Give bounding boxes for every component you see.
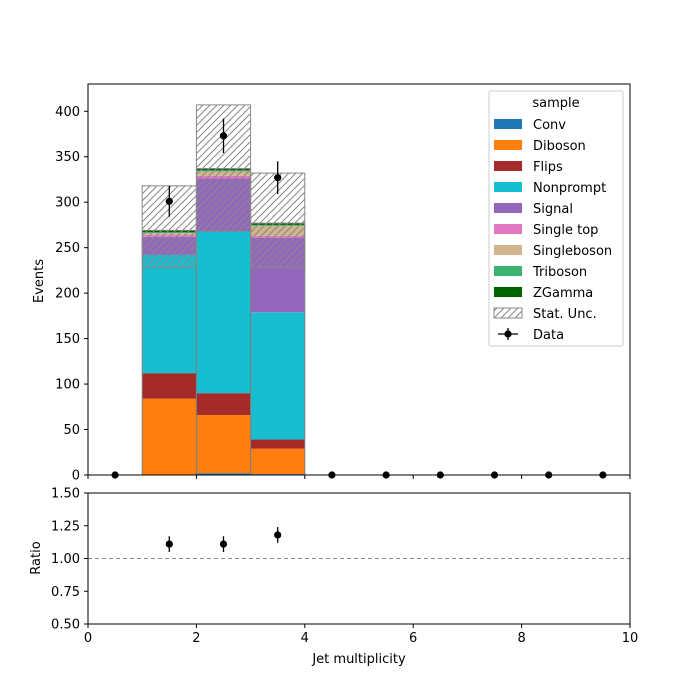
x-tick-label-0: 0 <box>84 631 92 646</box>
legend-swatch-flips <box>494 161 522 171</box>
legend-label-triboson: Triboson <box>532 265 587 280</box>
legend: sample Conv Diboson Flips Nonprompt Signal Si… <box>488 90 624 347</box>
ratio-x-ticks: 0 2 4 6 8 10 <box>84 624 638 646</box>
ratio-y-ticks: 0.50 0.75 1.00 1.25 1.50 <box>51 487 88 633</box>
legend-box <box>488 90 624 347</box>
main-y-axis-label: Events <box>32 259 47 303</box>
ratio-y-tick-label-1.50: 1.50 <box>51 487 80 502</box>
ratio-point-2 <box>274 531 282 539</box>
legend-swatch-single-top <box>494 224 522 234</box>
legend-data-marker <box>504 330 512 338</box>
x-tick-label-6: 6 <box>409 631 417 646</box>
ratio-plot-panel: 0.50 0.75 1.00 1.25 1.50 0 2 4 6 8 10 Ratio Jet m… <box>29 487 638 668</box>
x-tick-label-8: 8 <box>517 631 525 646</box>
bar-nonprompt-bin-1 <box>142 254 197 374</box>
main-x-ticks <box>87 475 631 479</box>
data-point-3 <box>274 174 282 182</box>
legend-swatch-diboson <box>494 140 522 150</box>
ratio-point-0 <box>165 540 173 548</box>
legend-swatch-nonprompt <box>494 182 522 192</box>
legend-label-single-top: Single top <box>533 223 598 238</box>
main-y-ticks: 0 50 100 150 200 250 300 350 400 <box>55 105 88 484</box>
main-axes-frame <box>87 83 631 476</box>
x-axis-label: Jet multiplicity <box>311 652 406 667</box>
main-y-tick-label-350: 350 <box>55 150 80 165</box>
ratio-points <box>165 527 282 552</box>
legend-label-zgamma: ZGamma <box>533 286 593 301</box>
ratio-y-axis-label: Ratio <box>29 541 44 574</box>
legend-title: sample <box>532 96 579 111</box>
data-point-2 <box>219 132 228 140</box>
x-tick-label-10: 10 <box>622 631 639 646</box>
bar-nonprompt-bin-3 <box>250 312 305 440</box>
legend-swatch-zgamma <box>494 287 522 297</box>
legend-swatch-signal <box>494 203 522 213</box>
bar-diboson-bin-1 <box>142 398 197 475</box>
main-y-tick-label-300: 300 <box>55 196 80 211</box>
main-y-tick-label-100: 100 <box>55 378 80 393</box>
ratio-point-1 <box>219 540 228 548</box>
ratio-y-tick-label-0.75: 0.75 <box>51 585 80 600</box>
main-y-tick-label-150: 150 <box>55 332 80 347</box>
main-y-tick-label-0: 0 <box>72 469 80 484</box>
legend-label-signal: Signal <box>533 202 573 217</box>
ratio-y-tick-label-0.50: 0.50 <box>51 618 80 633</box>
bar-diboson-bin-3 <box>250 448 305 475</box>
main-y-tick-label-250: 250 <box>55 241 80 256</box>
legend-label-stat-unc: Stat. Unc. <box>533 307 597 322</box>
ratio-axes-frame <box>87 492 631 625</box>
data-point-1 <box>165 197 173 205</box>
legend-label-data: Data <box>533 328 564 343</box>
legend-swatch-singleboson <box>494 245 522 255</box>
bar-flips-bin-2 <box>196 393 251 415</box>
legend-label-singleboson: Singleboson <box>533 244 612 259</box>
legend-swatch-conv <box>494 119 522 129</box>
ratio-y-tick-label-1.25: 1.25 <box>51 519 80 534</box>
main-y-tick-label-400: 400 <box>55 105 80 120</box>
x-tick-label-4: 4 <box>301 631 309 646</box>
main-y-tick-label-200: 200 <box>55 287 80 302</box>
legend-label-flips: Flips <box>533 160 563 175</box>
legend-swatch-stat-unc <box>493 307 523 319</box>
main-plot-panel: 0 50 100 150 200 250 300 350 400 Events sample C… <box>32 83 631 484</box>
legend-label-conv: Conv <box>533 118 566 133</box>
data-points <box>111 118 607 479</box>
bar-diboson-bin-2 <box>196 414 251 474</box>
legend-label-diboson: Diboson <box>533 139 586 154</box>
legend-label-nonprompt: Nonprompt <box>533 181 606 196</box>
bar-nonprompt-bin-2 <box>196 231 251 394</box>
legend-swatch-triboson <box>494 266 522 276</box>
bar-flips-bin-3 <box>250 439 305 449</box>
legend-entries: Conv Diboson Flips Nonprompt Signal Single to… <box>493 118 612 343</box>
bar-conv-bin-2 <box>196 473 251 475</box>
bar-flips-bin-1 <box>142 373 197 399</box>
ratio-y-tick-label-1.00: 1.00 <box>51 552 80 567</box>
main-y-tick-label-50: 50 <box>63 423 80 438</box>
x-tick-label-2: 2 <box>192 631 200 646</box>
